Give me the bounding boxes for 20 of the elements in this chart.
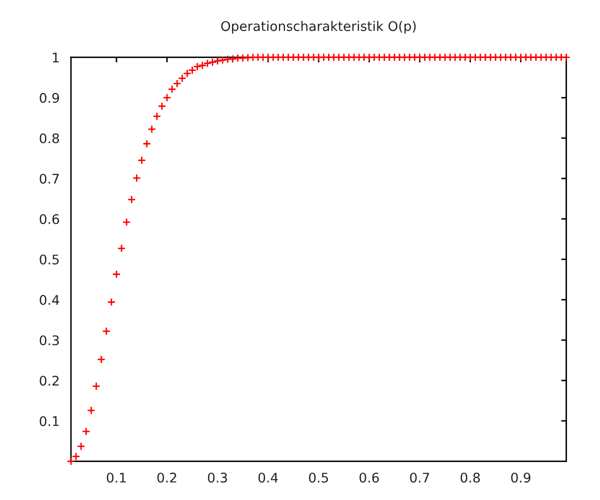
x-tick-label: 0.2 — [157, 472, 176, 483]
x-tick-label: 0.8 — [460, 472, 480, 483]
y-tick-label: 1 — [52, 52, 59, 62]
y-tick-label: 0.3 — [40, 335, 59, 346]
x-tick-label: 0.9 — [511, 472, 530, 483]
y-tick-label: 0.8 — [40, 133, 59, 144]
y-tick-label: 0.4 — [40, 294, 60, 305]
y-tick-label: 0.5 — [40, 254, 59, 264]
y-tick-label: 0.1 — [40, 416, 59, 426]
x-tick-label: 0.4 — [258, 472, 278, 483]
chart-title: Operationscharakteristik O(p) — [221, 20, 416, 34]
x-tick-label: 0.6 — [360, 472, 379, 483]
y-tick-label: 0.2 — [40, 376, 59, 386]
x-tick-label: 0.3 — [208, 472, 227, 483]
x-tick-label: 0.1 — [106, 472, 126, 483]
x-tick-label: 0.5 — [309, 472, 328, 483]
x-tick-label: 0.7 — [410, 472, 430, 483]
y-tick-label: 0.9 — [40, 92, 59, 103]
y-tick-label: 0.6 — [40, 214, 60, 224]
y-tick-label: 0.7 — [40, 174, 59, 184]
